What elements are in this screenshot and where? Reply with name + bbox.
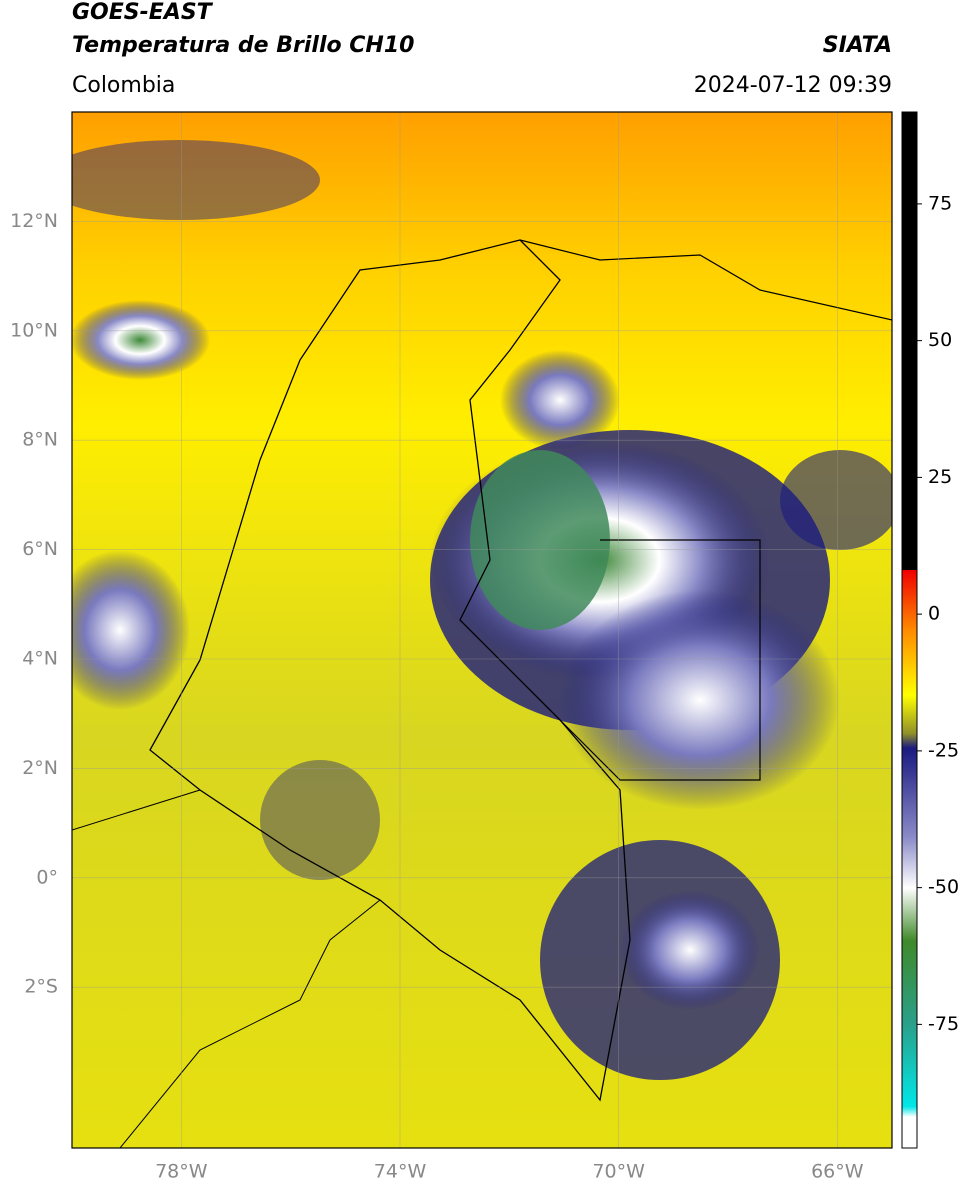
datetime: 2024-07-12 09:39 <box>694 73 892 98</box>
colorbar-tick-label: 25 <box>928 466 952 488</box>
x-tick-label: 70°W <box>592 1161 645 1183</box>
y-tick-label: 0° <box>36 866 58 888</box>
colorbar <box>901 111 918 1149</box>
grid <box>72 112 892 1148</box>
y-tick-label: 4°N <box>22 647 58 669</box>
colorbar-tick-label: 50 <box>928 329 952 351</box>
y-tick-label: 6°N <box>22 538 58 560</box>
x-tick-label: 78°W <box>155 1161 208 1183</box>
map-frame <box>71 111 893 1149</box>
y-tick-label: 12°N <box>10 210 58 232</box>
subtitle: Temperatura de Brillo CH10 <box>72 33 414 58</box>
y-tick-label: 8°N <box>22 429 58 451</box>
title: GOES-EAST <box>72 0 214 25</box>
satellite-image <box>72 112 892 1148</box>
y-tick-label: 2°S <box>24 976 58 998</box>
y-tick-label: 10°N <box>10 319 58 341</box>
colorbar-tick-label: -50 <box>928 876 959 898</box>
source: SIATA <box>823 33 892 58</box>
region: Colombia <box>72 73 175 98</box>
y-tick-label: 2°N <box>22 757 58 779</box>
x-tick-label: 74°W <box>374 1161 427 1183</box>
colorbar-tick-label: -75 <box>928 1013 959 1035</box>
colorbar-tick-label: 0 <box>928 603 940 625</box>
colorbar-tick-label: -25 <box>928 739 959 761</box>
x-tick-label: 66°W <box>811 1161 864 1183</box>
colorbar-tick-label: 75 <box>928 192 952 214</box>
